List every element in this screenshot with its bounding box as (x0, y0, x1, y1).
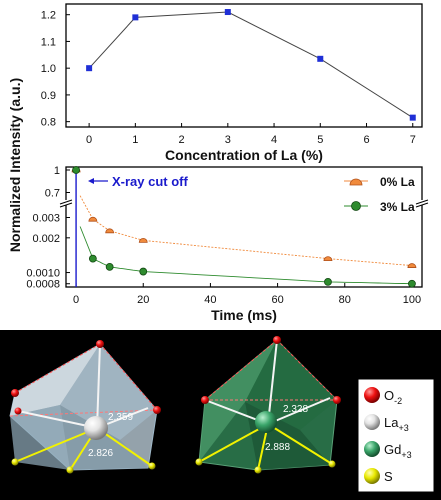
x-tick-label: 60 (271, 294, 283, 306)
gd-legend-ball (364, 441, 380, 457)
legend-marker-3pct (351, 201, 361, 211)
legend-marker-0pct (349, 178, 363, 186)
x-axis-label-bottom: Time (ms) (211, 307, 277, 323)
bond-length-label: 2.328 (283, 404, 308, 415)
s-atom (195, 458, 203, 466)
s-legend-label: S (384, 469, 393, 484)
data-point-3pct (105, 262, 114, 271)
s-atom (328, 460, 336, 468)
x-tick-label: 100 (403, 294, 421, 306)
gd-polyhedron: 2.328 2.888 (195, 336, 341, 474)
y-tick-label: 0.8 (41, 117, 56, 129)
chart-top-y-ticks: 0.8 0.9 1.0 1.1 1.2 (41, 10, 56, 129)
gd-legend-label: Gd+3 (384, 442, 412, 460)
s-atom (148, 462, 156, 470)
o-atom (96, 340, 104, 348)
la-atom (84, 416, 108, 440)
chart-bottom-y-ticks: 1 0.7 0.003 0.002 0.0010 0.0008 (26, 165, 60, 291)
legend-entry-3pct: 3% La (344, 200, 415, 214)
bond-length-label: 2.826 (88, 448, 113, 459)
o-atom (14, 407, 22, 415)
data-point (317, 55, 324, 62)
series-line (88, 11, 414, 119)
chart-top-x-ticks: 0 1 2 3 4 5 6 7 (86, 134, 416, 146)
x-tick-label: 80 (339, 294, 351, 306)
axis-break (59, 199, 429, 208)
data-point-3pct (139, 267, 148, 276)
la-legend-label: La+3 (384, 415, 409, 433)
x-tick-label: 40 (204, 294, 216, 306)
data-point-0pct (88, 216, 98, 222)
chart-bottom-frame (65, 166, 423, 288)
o-atom (11, 389, 19, 397)
data-point-0pct (407, 263, 417, 268)
x-tick-label: 0 (86, 134, 92, 146)
data-point (409, 114, 416, 121)
chart-bottom-marks (66, 166, 417, 288)
x-axis-label-top: Concentration of La (%) (165, 147, 323, 163)
x-tick-label: 6 (363, 134, 369, 146)
y-tick-label: 0.002 (32, 233, 60, 245)
y-tick-label: 0.9 (41, 90, 56, 102)
gd-atom (255, 411, 277, 433)
data-point-3pct (72, 166, 80, 174)
y-tick-label: 1.1 (41, 36, 56, 48)
data-point-0pct (323, 256, 333, 262)
data-point (132, 14, 139, 21)
legend: 0% La 3% La (344, 175, 415, 214)
structures-panel: 2.359 2.826 2.328 2.888 (0, 330, 441, 500)
y-tick-label: 1.0 (41, 63, 56, 75)
la-polyhedron: 2.359 2.826 (9, 340, 161, 474)
x-tick-label: 0 (73, 294, 79, 306)
y-tick-label: 1.2 (41, 10, 56, 22)
bond-length-label: 2.888 (265, 442, 290, 453)
data-point (224, 9, 231, 16)
x-tick-label: 5 (317, 134, 323, 146)
x-tick-label: 4 (271, 134, 277, 146)
y-tick-label: 0.0008 (26, 279, 60, 291)
legend-entry-0pct: 0% La (344, 175, 415, 189)
legend-label-0pct: 0% La (380, 175, 415, 189)
data-point-3pct (324, 277, 332, 286)
o-atom (201, 396, 209, 404)
series-curve-3pct (79, 226, 412, 285)
xray-cutoff-annotation: X-ray cut off (88, 174, 189, 189)
o-atom (153, 406, 161, 414)
data-point (86, 65, 93, 72)
y-tick-label: 0.0010 (26, 268, 60, 280)
o-legend-label: O-2 (384, 388, 402, 406)
y-tick-label: 0.7 (45, 188, 60, 200)
la-legend-ball (364, 414, 380, 430)
chart-bottom: 1 0.7 0.003 0.002 0.0010 0.0008 0 20 40 … (26, 165, 429, 323)
data-point-0pct (105, 228, 115, 234)
legend-label-3pct: 3% La (380, 200, 415, 214)
x-tick-label: 3 (225, 134, 231, 146)
x-tick-label: 20 (137, 294, 149, 306)
chart-top-frame (65, 3, 423, 128)
s-atom (11, 458, 19, 466)
chart-top: 0.8 0.9 1.0 1.1 1.2 0 1 2 3 4 5 6 7 Conc… (41, 3, 423, 163)
s-atom (66, 466, 74, 474)
x-tick-label: 7 (410, 134, 416, 146)
y-axis-label: Normalized Intensity (a.u.) (7, 78, 23, 252)
series-curve-0pct (79, 195, 412, 266)
y-tick-label: 0.003 (32, 213, 60, 225)
data-point-0pct (138, 238, 148, 243)
chart-top-marks (66, 9, 416, 127)
s-legend-ball (364, 468, 380, 484)
y-tick-label: 1 (54, 165, 60, 177)
o-atom (273, 336, 281, 344)
data-point-3pct (88, 254, 97, 263)
chart-bottom-x-ticks: 0 20 40 60 80 100 (73, 294, 421, 306)
data-point-3pct (408, 279, 416, 288)
s-atom (254, 466, 262, 474)
xray-cutoff-label: X-ray cut off (112, 174, 189, 189)
element-legend: O-2 La+3 Gd+3 S (357, 378, 435, 493)
o-legend-ball (364, 387, 380, 403)
x-tick-label: 1 (132, 134, 138, 146)
bond-length-label: 2.359 (108, 412, 133, 423)
o-atom (333, 396, 341, 404)
x-tick-label: 2 (179, 134, 185, 146)
